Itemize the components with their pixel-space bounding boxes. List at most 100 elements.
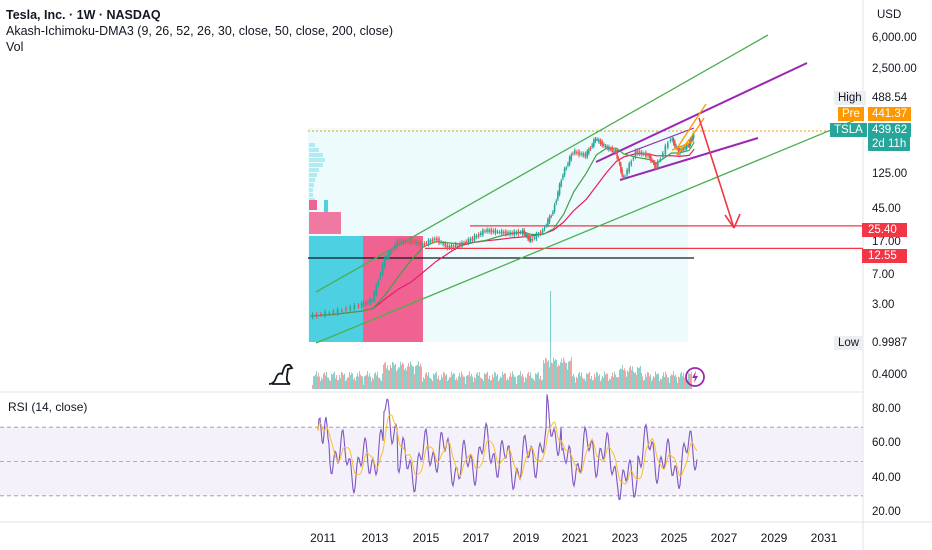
volume-bar — [329, 379, 330, 389]
chart-title: Tesla, Inc. · 1W · NASDAQ — [6, 8, 161, 22]
volume-bar — [513, 374, 514, 389]
volume-bar — [678, 376, 679, 389]
price-candle — [537, 233, 540, 236]
volume-bar — [575, 382, 576, 389]
volume-bar — [507, 378, 508, 389]
price-candle — [691, 138, 693, 140]
price-candle — [557, 192, 559, 200]
volume-bar — [455, 380, 456, 389]
volume-bar — [490, 380, 491, 389]
level-tag-upper: 25.40 — [862, 223, 907, 237]
volume-bar — [345, 381, 346, 389]
price-candle — [486, 229, 488, 232]
volume-bar — [552, 363, 553, 389]
volume-legend[interactable]: Vol — [6, 40, 24, 54]
volume-bar — [528, 372, 529, 389]
volume-bar — [350, 375, 351, 389]
volume-bar — [588, 373, 589, 389]
price-candle — [578, 151, 580, 156]
volume-bar — [559, 365, 560, 389]
indicator-legend[interactable]: Akash-Ichimoku-DMA3 (9, 26, 52, 26, 30, … — [6, 24, 393, 38]
price-candle — [548, 216, 551, 223]
volume-bar — [408, 362, 409, 389]
channel-purple-mid — [624, 127, 695, 155]
dinosaur-icon[interactable] — [266, 362, 296, 393]
volume-bar — [590, 378, 591, 389]
rsi-legend[interactable]: RSI (14, close) — [8, 400, 88, 414]
price-candle — [452, 246, 455, 248]
price-candle — [502, 231, 505, 234]
lightning-icon[interactable] — [684, 366, 706, 393]
volume-bar — [653, 376, 654, 389]
volume-bar — [492, 374, 493, 389]
volume-bar — [616, 377, 617, 389]
volume-bar — [662, 376, 663, 389]
price-candle — [591, 144, 593, 147]
y-tick: 6,000.00 — [872, 32, 917, 44]
volume-bar — [637, 367, 638, 389]
channel-green-lower — [315, 117, 861, 344]
volume-bar — [322, 379, 323, 389]
price-candle — [425, 242, 428, 244]
volume-bar — [420, 363, 421, 389]
volume-profile-block — [363, 236, 423, 342]
volume-bar — [352, 373, 353, 389]
price-candle — [688, 142, 691, 147]
projection-upper — [675, 103, 707, 151]
volume-bar — [510, 372, 511, 389]
price-candle — [469, 238, 472, 242]
price-candle — [647, 154, 649, 156]
volume-bar — [424, 378, 425, 389]
volume-bar — [665, 371, 666, 389]
volume-bar — [661, 379, 662, 389]
volume-bar — [324, 372, 325, 389]
price-candle — [667, 142, 669, 148]
volume-bar — [497, 374, 498, 389]
volume-bar — [544, 363, 545, 389]
price-candle — [360, 302, 363, 308]
volume-bar — [523, 376, 524, 389]
volume-bar — [685, 379, 686, 389]
price-candle — [459, 243, 461, 247]
volume-bar — [581, 372, 582, 389]
volume-bar — [347, 377, 348, 389]
rsi-y-tick: 60.00 — [872, 437, 901, 449]
currency-label[interactable]: USD — [877, 9, 902, 21]
volume-bar — [663, 372, 664, 389]
volume-bar — [676, 376, 677, 389]
volume-profile-bar — [309, 148, 319, 152]
price-candle — [606, 146, 609, 149]
volume-profile-bar — [309, 163, 323, 167]
volume-bar — [626, 376, 627, 389]
volume-bar — [583, 378, 584, 389]
projection-lower — [675, 117, 705, 157]
volume-bar — [564, 360, 565, 389]
price-candle — [369, 298, 371, 304]
price-candle — [584, 153, 587, 157]
volume-bar — [402, 362, 403, 389]
volume-bar — [378, 377, 379, 389]
price-candle — [419, 241, 421, 246]
volume-bar — [677, 383, 678, 389]
high-tag-value: 488.54 — [868, 91, 912, 105]
price-candle — [594, 138, 597, 142]
price-candle — [523, 230, 526, 236]
forecast-arrow — [698, 117, 735, 229]
volume-bar — [377, 371, 378, 389]
price-candle — [580, 153, 582, 155]
price-candle — [328, 312, 331, 314]
price-candle — [440, 241, 442, 243]
volume-bar — [623, 370, 624, 389]
price-candle — [484, 230, 486, 232]
volume-bar — [673, 371, 674, 389]
volume-bar — [506, 380, 507, 389]
volume-bar — [439, 380, 440, 389]
volume-bar — [636, 374, 637, 389]
volume-bar — [540, 375, 541, 389]
volume-bar — [615, 374, 616, 389]
price-candle — [650, 155, 652, 162]
volume-bar — [549, 367, 550, 389]
volume-bar — [502, 371, 503, 389]
volume-bar — [397, 369, 398, 389]
